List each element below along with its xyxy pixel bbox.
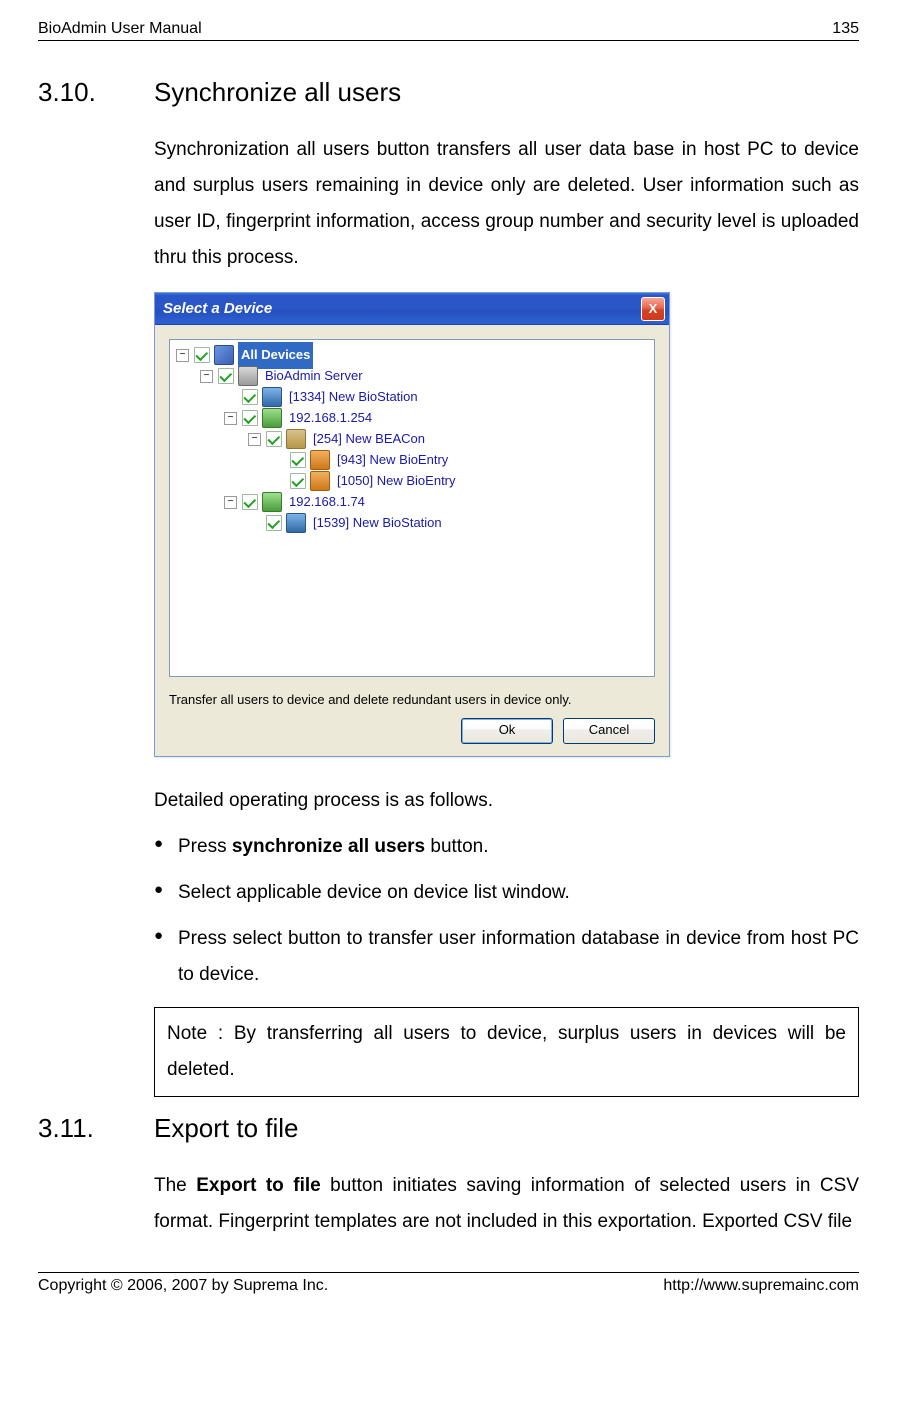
expander-minus-icon[interactable]: − (176, 349, 189, 362)
footer-rule (38, 1272, 859, 1273)
checkbox-icon[interactable] (290, 452, 306, 468)
device-tree: − All Devices − (174, 345, 650, 533)
biostation-icon (286, 513, 306, 533)
note-box: Note : By transferring all users to devi… (154, 1007, 859, 1097)
dialog-footer: Transfer all users to device and delete … (169, 691, 655, 747)
cancel-button[interactable]: Cancel (563, 718, 655, 744)
header-rule (38, 40, 859, 41)
expander-minus-icon[interactable]: − (224, 412, 237, 425)
checkbox-icon[interactable] (242, 410, 258, 426)
network-icon (262, 408, 282, 428)
device-tree-pane[interactable]: − All Devices − (169, 339, 655, 677)
manual-title: BioAdmin User Manual (38, 20, 202, 38)
tree-node-server[interactable]: − BioAdmin Server (200, 366, 650, 386)
bullet-text-bold: synchronize all users (232, 836, 425, 857)
section-heading-3-10: 3.10. Synchronize all users (38, 77, 859, 108)
copyright-text: Copyright © 2006, 2007 by Suprema Inc. (38, 1277, 328, 1295)
bioentry-icon (310, 450, 330, 470)
page-number: 135 (832, 20, 859, 38)
section-heading-3-11: 3.11. Export to file (38, 1113, 859, 1144)
tree-label: [1539] New BioStation (310, 510, 445, 537)
para-prefix: The (154, 1175, 196, 1196)
dialog-body: − All Devices − (155, 325, 669, 755)
all-devices-icon (214, 345, 234, 365)
list-item: Press synchronize all users button. (154, 829, 859, 865)
dialog-message: Transfer all users to device and delete … (169, 691, 655, 709)
dialog-button-row: Ok Cancel (169, 718, 655, 748)
dialog-close-button[interactable]: X (641, 297, 665, 321)
note-text: Note : By transferring all users to devi… (167, 1023, 846, 1080)
section-number: 3.11. (38, 1113, 154, 1144)
beacon-icon (286, 429, 306, 449)
section-body-3-11: The Export to file button initiates savi… (154, 1168, 859, 1240)
biostation-icon (262, 387, 282, 407)
list-item: Select applicable device on device list … (154, 875, 859, 911)
tree-node-station[interactable]: [1539] New BioStation (248, 513, 650, 533)
list-item: Press select button to transfer user inf… (154, 921, 859, 993)
dialog-title-bar[interactable]: Select a Device X (155, 293, 669, 325)
page-header: BioAdmin User Manual 135 (38, 20, 859, 38)
detailed-process-intro: Detailed operating process is as follows… (154, 783, 859, 819)
expander-minus-icon[interactable]: − (200, 370, 213, 383)
checkbox-icon[interactable] (194, 347, 210, 363)
expander-minus-icon[interactable]: − (248, 433, 261, 446)
checkbox-icon[interactable] (266, 515, 282, 531)
bullet-text: Press select button to transfer user inf… (178, 928, 859, 985)
para-bold: Export to file (196, 1175, 321, 1196)
bullet-text-prefix: Press (178, 836, 232, 857)
bullet-text-suffix: button. (425, 836, 488, 857)
checkbox-icon[interactable] (218, 368, 234, 384)
page: BioAdmin User Manual 135 3.10. Synchroni… (0, 0, 897, 1315)
checkbox-icon[interactable] (242, 389, 258, 405)
section-body-3-10: Synchronization all users button transfe… (154, 132, 859, 1097)
ok-button[interactable]: Ok (461, 718, 553, 744)
intro-paragraph: Synchronization all users button transfe… (154, 132, 859, 276)
tree-node-network[interactable]: − 192.168.1.254 (224, 408, 650, 428)
bullet-text: Select applicable device on device list … (178, 882, 570, 903)
footer-url: http://www.supremainc.com (663, 1277, 859, 1295)
select-device-dialog: Select a Device X − All Devices (154, 292, 670, 756)
page-footer: Copyright © 2006, 2007 by Suprema Inc. h… (38, 1277, 859, 1295)
checkbox-icon[interactable] (266, 431, 282, 447)
process-steps-list: Press synchronize all users button. Sele… (154, 829, 859, 993)
section-title: Export to file (154, 1113, 299, 1144)
section-title: Synchronize all users (154, 77, 401, 108)
expander-minus-icon[interactable]: − (224, 496, 237, 509)
section-number: 3.10. (38, 77, 154, 108)
server-icon (238, 366, 258, 386)
dialog-title-text: Select a Device (163, 295, 641, 324)
checkbox-icon[interactable] (242, 494, 258, 510)
checkbox-icon[interactable] (290, 473, 306, 489)
tree-node-root[interactable]: − All Devices (176, 345, 650, 365)
tree-node-entry[interactable]: [943] New BioEntry (272, 450, 650, 470)
network-icon (262, 492, 282, 512)
